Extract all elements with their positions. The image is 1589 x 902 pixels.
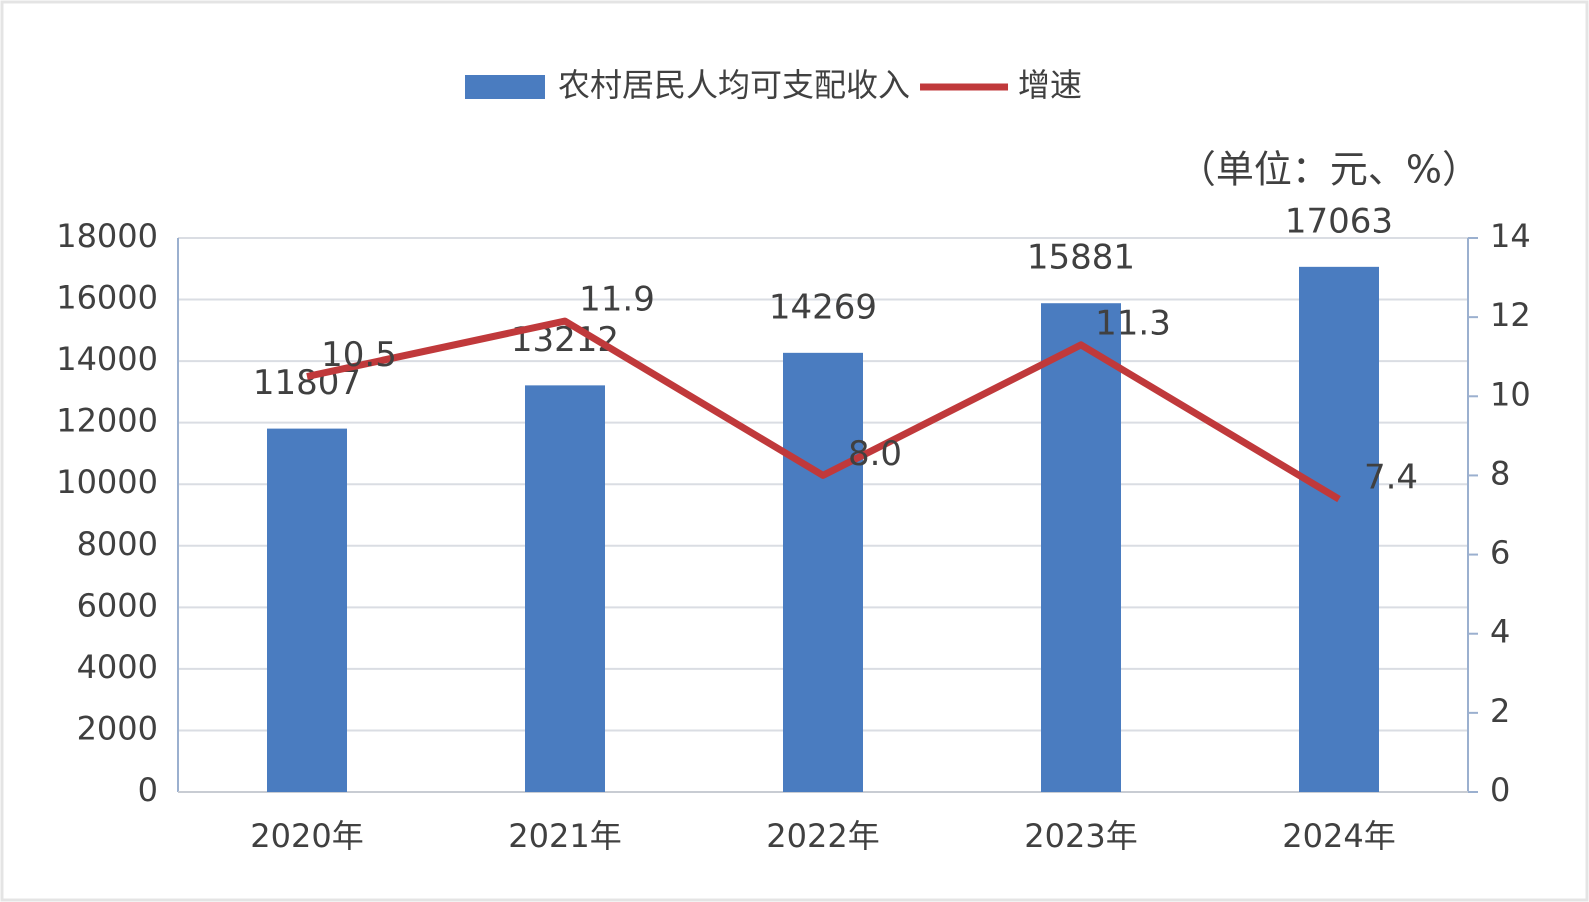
x-tick-label: 2022年 <box>766 817 879 855</box>
unit-note: （单位：元、%） <box>1178 148 1480 192</box>
x-tick-label: 2020年 <box>250 817 363 855</box>
y-tick-label: 8000 <box>77 525 158 563</box>
y2-tick-label: 4 <box>1490 613 1510 651</box>
y2-tick-label: 10 <box>1490 375 1531 413</box>
y-tick-label: 6000 <box>77 586 158 624</box>
y-tick-label: 4000 <box>77 648 158 686</box>
y-tick-label: 0 <box>138 771 158 809</box>
y-tick-label: 18000 <box>56 217 158 255</box>
y-tick-label: 14000 <box>56 340 158 378</box>
y-tick-label: 2000 <box>77 709 158 747</box>
legend-swatch <box>465 75 545 99</box>
y2-tick-label: 12 <box>1490 296 1531 334</box>
line-value-label: 11.9 <box>579 280 655 320</box>
legend-label: 农村居民人均可支配收入 <box>558 66 910 104</box>
x-tick-label: 2024年 <box>1282 817 1395 855</box>
y2-tick-label: 0 <box>1490 771 1510 809</box>
line-value-label: 8.0 <box>848 434 902 474</box>
line-value-label: 10.5 <box>321 335 397 375</box>
legend-label: 增速 <box>1018 66 1082 104</box>
bar-value-label: 14269 <box>769 287 877 327</box>
line-value-label: 7.4 <box>1364 458 1418 498</box>
bar <box>267 428 347 792</box>
y2-tick-label: 6 <box>1490 534 1510 572</box>
line <box>306 317 1341 503</box>
x-tick-label: 2023年 <box>1024 817 1137 855</box>
y2-tick-label: 2 <box>1490 692 1510 730</box>
bar-value-label: 17063 <box>1285 201 1393 241</box>
bar-value-label: 15881 <box>1027 238 1135 278</box>
y2-tick-label: 8 <box>1490 454 1510 492</box>
x-tick-label: 2021年 <box>508 817 621 855</box>
y-tick-label: 10000 <box>56 463 158 501</box>
y-tick-label: 16000 <box>56 279 158 317</box>
line-value-label: 11.3 <box>1095 303 1171 343</box>
bar <box>1299 266 1379 793</box>
y2-tick-label: 14 <box>1490 217 1531 255</box>
bar <box>783 352 863 792</box>
bar <box>1041 303 1121 792</box>
bar <box>525 385 605 792</box>
y-tick-label: 12000 <box>56 402 158 440</box>
